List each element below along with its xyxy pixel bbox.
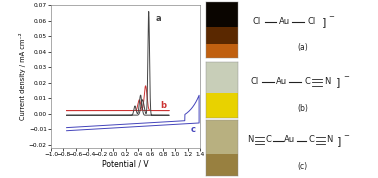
Bar <box>206 121 238 154</box>
Text: −: − <box>344 133 349 139</box>
Bar <box>206 62 238 93</box>
Text: ]: ] <box>337 136 341 146</box>
Text: a: a <box>156 14 161 23</box>
Text: Cl: Cl <box>307 17 316 26</box>
Bar <box>206 2 238 27</box>
Bar <box>206 44 238 57</box>
Text: C: C <box>266 135 271 145</box>
Text: Au: Au <box>284 135 295 145</box>
Bar <box>206 93 238 118</box>
Text: Au: Au <box>276 77 287 86</box>
Text: C: C <box>305 77 311 86</box>
Text: b: b <box>160 101 166 110</box>
Text: ]: ] <box>322 17 327 27</box>
Text: −: − <box>343 74 349 80</box>
Y-axis label: Current density / mA cm⁻²: Current density / mA cm⁻² <box>19 33 26 120</box>
Text: ]: ] <box>336 77 341 87</box>
Text: (a): (a) <box>297 43 308 52</box>
Text: −: − <box>328 14 335 20</box>
Bar <box>206 154 238 176</box>
Text: Cl: Cl <box>253 17 261 26</box>
Text: (b): (b) <box>297 104 308 112</box>
Text: N: N <box>247 135 254 145</box>
Text: C: C <box>308 135 314 145</box>
Bar <box>206 27 238 44</box>
Text: Cl: Cl <box>250 77 259 86</box>
Text: (c): (c) <box>297 162 308 171</box>
Text: Au: Au <box>279 17 290 26</box>
Text: N: N <box>324 77 330 86</box>
Text: N: N <box>326 135 332 145</box>
Text: c: c <box>191 125 196 134</box>
X-axis label: Potential / V: Potential / V <box>102 160 149 169</box>
